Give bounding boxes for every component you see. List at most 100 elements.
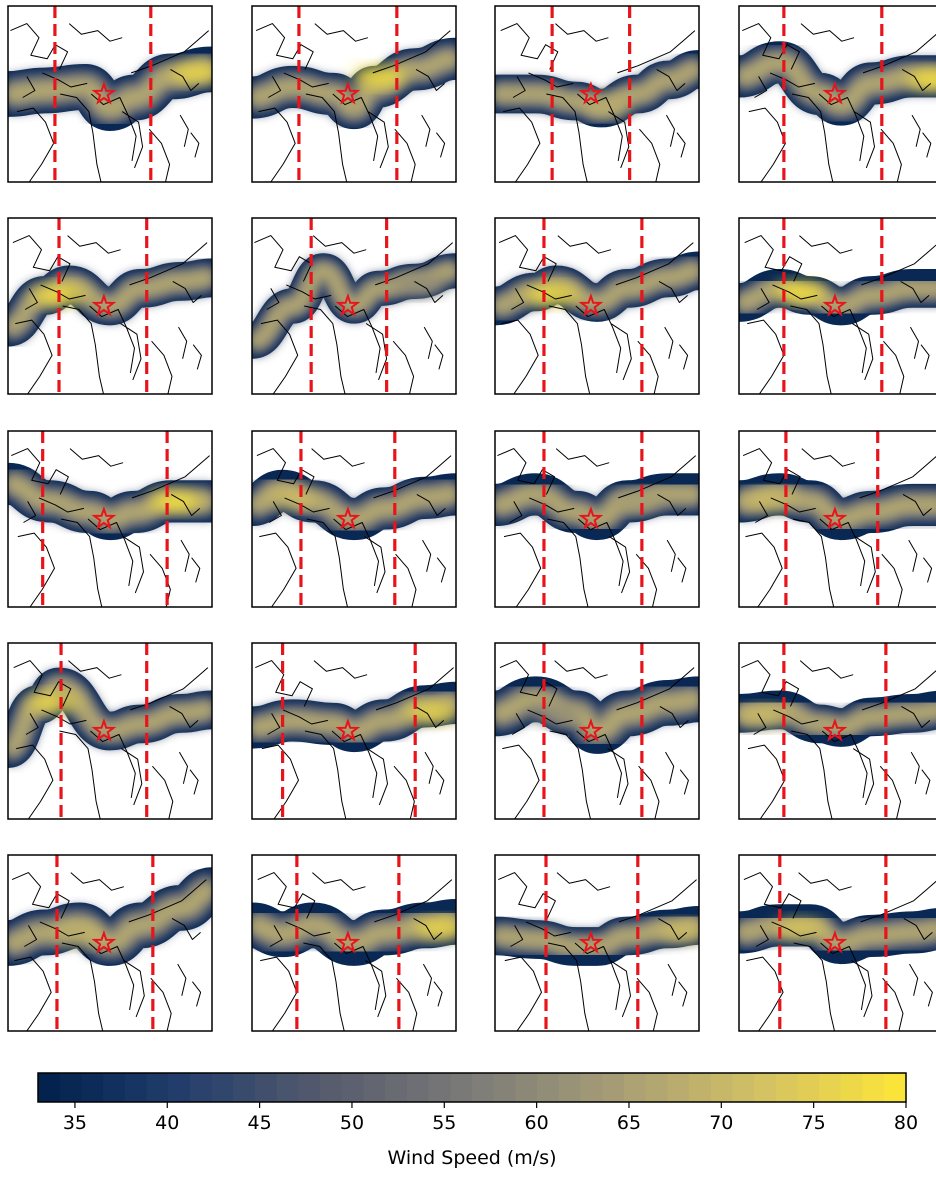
coastline-segment — [744, 235, 803, 282]
coastline-segment — [366, 748, 388, 806]
map-panel-frame — [251, 217, 457, 395]
map-panel — [494, 5, 700, 183]
coastline-segment — [192, 344, 202, 370]
colorbar-tick-label: 55 — [432, 1112, 456, 1134]
map-panel — [251, 854, 457, 1032]
coastline-segment — [742, 448, 801, 495]
coastline-segment — [860, 880, 936, 923]
coastline-segment — [678, 981, 688, 1007]
coastline-segment — [305, 93, 348, 182]
coastlines — [741, 660, 936, 819]
coastlines — [254, 235, 454, 394]
colorbar-swatch — [341, 1073, 365, 1102]
jet-core-maximum — [393, 275, 446, 294]
colorbar-swatch — [168, 1073, 191, 1102]
colorbar-swatch — [689, 1073, 712, 1102]
coastline-segment — [62, 305, 104, 394]
coastline-segment — [923, 981, 933, 1007]
coastline-segment — [800, 23, 855, 42]
star-marker — [578, 717, 604, 742]
coastline-segment — [554, 660, 608, 679]
coastline-segment — [190, 132, 200, 158]
colorbar-swatch — [211, 1073, 234, 1102]
map-panel-frame — [7, 642, 213, 820]
coastline-segment — [555, 23, 609, 42]
coastlines — [255, 660, 454, 819]
colorbar-frame — [37, 1072, 907, 1103]
colorbar-tick-label: 80 — [894, 1112, 918, 1134]
coastline-segment — [679, 344, 689, 370]
map-panel — [7, 430, 213, 608]
coastline-segment — [372, 30, 451, 74]
map-panel — [251, 642, 457, 820]
coastline-segment — [267, 713, 281, 735]
coastline-segment — [257, 872, 316, 919]
coastline-segment — [392, 340, 415, 394]
coastline-segment — [901, 68, 932, 91]
colorbar-swatch — [450, 1073, 473, 1102]
coastline-segment — [421, 114, 431, 147]
map-panel — [738, 430, 936, 608]
coastline-segment — [268, 76, 282, 98]
star-marker — [578, 80, 604, 105]
colorbar-swatch — [363, 1073, 386, 1102]
coastline-segment — [923, 557, 933, 583]
star-marker — [335, 717, 361, 742]
colorbar-swatch — [580, 1073, 603, 1102]
coastline-segment — [191, 557, 201, 583]
coastline-segment — [266, 288, 280, 310]
coastline-segment — [525, 921, 572, 937]
coastline-segment — [373, 455, 452, 499]
map-panel — [494, 642, 700, 820]
coastline-segment — [577, 518, 624, 586]
map-panel-frame — [494, 854, 700, 1032]
map-panel-frame — [738, 854, 936, 1032]
coastline-segment — [422, 539, 432, 572]
coastline-segment — [121, 748, 143, 806]
colorbar-tick-label: 75 — [802, 1112, 826, 1134]
jet-core-maximum — [743, 492, 796, 511]
coastlines — [13, 660, 209, 819]
coastline-segment — [40, 284, 86, 300]
jet-stream-band — [252, 37, 456, 130]
colorbar-swatch — [602, 1073, 625, 1102]
coastline-segment — [609, 960, 631, 1018]
map-panel-frame — [738, 642, 936, 820]
colorbar-swatch — [406, 1073, 430, 1102]
coastline-segment — [284, 497, 330, 513]
coastline-segment — [122, 536, 144, 594]
coastline-segment — [903, 917, 933, 940]
coastline-segment — [503, 532, 542, 607]
coastline-segment — [423, 326, 433, 359]
coastline-segment — [303, 942, 345, 1031]
coastline-segment — [753, 713, 767, 735]
map-panel — [494, 430, 700, 608]
coastline-segment — [820, 942, 866, 1010]
coastline-segment — [793, 942, 835, 1031]
coastline-segment — [17, 532, 55, 607]
coastline-segment — [920, 344, 930, 370]
colorbar-tick-label: 60 — [525, 1112, 549, 1134]
coastline-segment — [658, 280, 688, 303]
colorbar-swatches — [38, 1073, 907, 1102]
coastline-segment — [283, 72, 329, 88]
coastline-segment — [260, 956, 298, 1031]
map-panel — [251, 5, 457, 183]
coastline-segment — [500, 23, 559, 70]
coastline-segment — [909, 326, 919, 359]
coastline-segment — [821, 305, 867, 373]
coastline-segment — [615, 242, 694, 286]
star-marker — [578, 929, 604, 954]
colorbar-swatch — [81, 1073, 104, 1102]
colorbar-swatch — [754, 1073, 777, 1102]
coastline-segment — [608, 536, 631, 594]
coastline-segment — [374, 879, 453, 923]
colorbar-swatch — [276, 1073, 299, 1102]
coastlines — [256, 448, 452, 607]
coastline-segment — [11, 448, 69, 495]
coastline-segment — [577, 93, 623, 161]
coastline-segment — [754, 76, 768, 98]
colorbar-swatch — [38, 1073, 61, 1102]
coastline-segment — [901, 705, 931, 728]
coastline-segment — [38, 497, 85, 513]
